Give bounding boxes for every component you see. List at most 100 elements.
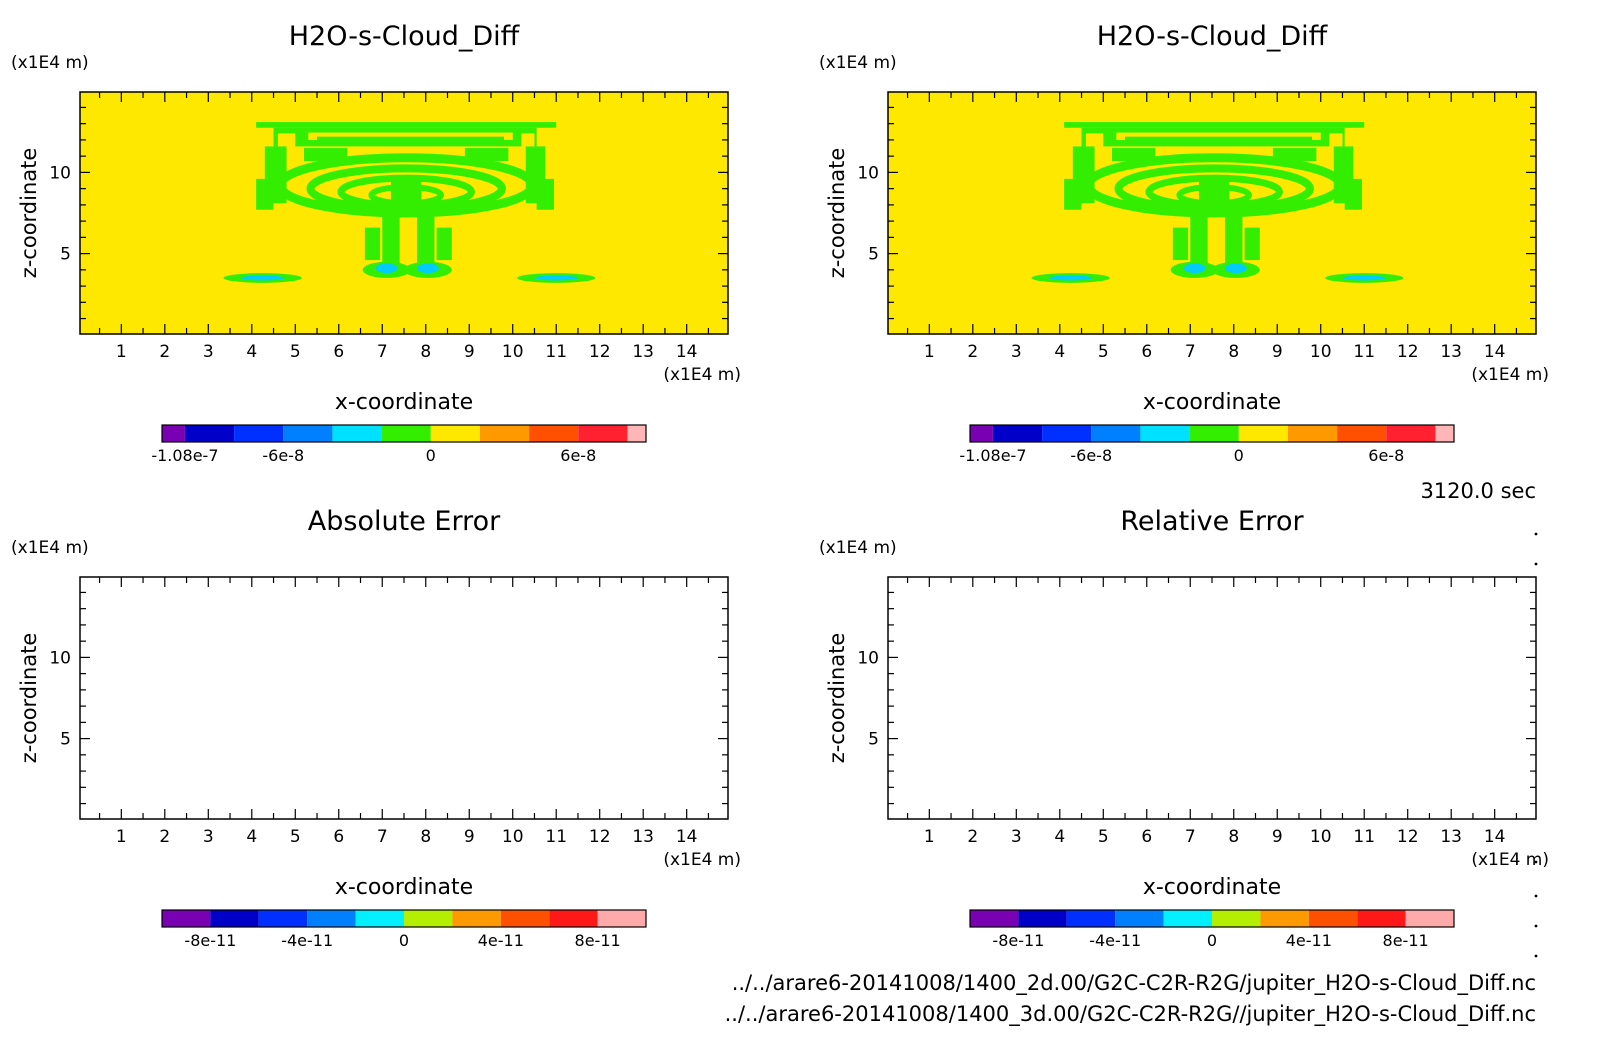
- x-tick-label: 5: [290, 827, 301, 847]
- y-tick-label: 5: [868, 245, 879, 265]
- colorbar-swatch: [970, 425, 993, 442]
- x-tick-label: 8: [1228, 342, 1239, 362]
- colorbar-swatch: [992, 425, 1043, 442]
- x-tick-label: 10: [502, 827, 524, 847]
- colorbar-swatch: [162, 425, 185, 442]
- y-axis-label: z-coordinate: [825, 148, 849, 279]
- x-axis-label: x-coordinate: [1143, 875, 1281, 900]
- x-tick-label: 5: [1098, 827, 1109, 847]
- x-tick-label: 11: [1353, 827, 1375, 847]
- x-tick-label: 14: [676, 827, 698, 847]
- x-tick-label: 7: [1185, 342, 1196, 362]
- colorbar-swatch: [332, 425, 382, 442]
- cloud-anvil-inner-band: [317, 136, 505, 141]
- colorbar-label: 4e-11: [478, 931, 524, 950]
- x-tick-label: 7: [377, 342, 388, 362]
- colorbar-swatch: [1357, 910, 1406, 927]
- colorbar-swatch: [234, 425, 284, 442]
- x-tick-label: 1: [116, 827, 127, 847]
- colorbar-label: 0: [426, 446, 436, 465]
- colorbar-label: -1.08e-7: [151, 446, 218, 465]
- x-tick-label: 2: [967, 342, 978, 362]
- colorbar-label: 8e-11: [575, 931, 621, 950]
- y-unit-label: (x1E4 m): [819, 53, 897, 73]
- x-tick-label: 12: [589, 342, 611, 362]
- cloud-lobe-right: [1272, 148, 1317, 162]
- colorbar-label: -6e-8: [1070, 446, 1112, 465]
- colorbar-label: 0: [1207, 931, 1217, 950]
- y-tick-label: 10: [857, 648, 879, 668]
- x-tick-label: 9: [464, 827, 475, 847]
- cloud-stem-outer-right: [1244, 227, 1260, 261]
- colorbar-swatch: [1091, 425, 1141, 442]
- y-axis-label: z-coordinate: [17, 148, 41, 279]
- colorbar-swatch: [627, 425, 646, 442]
- colorbar-swatch: [1115, 910, 1164, 927]
- colorbar-swatch: [1386, 425, 1436, 442]
- file-path-line-1: ../../arare6-20141008/1400_2d.00/G2C-C2R…: [732, 971, 1536, 996]
- x-unit-label: (x1E4 m): [1471, 365, 1549, 385]
- x-tick-label: 2: [159, 342, 170, 362]
- x-tick-label: 9: [464, 342, 475, 362]
- colorbar-label: -6e-8: [262, 446, 304, 465]
- colorbar-swatch: [307, 910, 356, 927]
- panel-title: Absolute Error: [308, 506, 501, 537]
- x-tick-label: 9: [1272, 827, 1283, 847]
- colorbar-swatch: [452, 910, 501, 927]
- x-tick-label: 6: [333, 342, 344, 362]
- colorbar-label: 8e-11: [1383, 931, 1429, 950]
- colorbar-label: 4e-11: [1286, 931, 1332, 950]
- colorbar-swatch: [1018, 910, 1067, 927]
- panel-title: Relative Error: [1120, 506, 1304, 537]
- cloud-low-right-core: [534, 275, 578, 281]
- colorbar-label: 6e-8: [1368, 446, 1404, 465]
- colorbar-swatch: [381, 425, 431, 442]
- colorbar-swatch: [1287, 425, 1338, 442]
- y-tick-label: 5: [868, 730, 879, 750]
- colorbar-swatch: [500, 910, 550, 927]
- x-tick-label: 12: [589, 827, 611, 847]
- x-tick-label: 7: [377, 827, 388, 847]
- colorbar-swatch: [430, 425, 480, 442]
- cloud-anvil-top: [256, 122, 557, 128]
- cloud-column-left-outer: [256, 178, 274, 210]
- x-tick-label: 11: [1353, 342, 1375, 362]
- colorbar-frame: [161, 909, 647, 928]
- cloud-lobe-left: [303, 148, 348, 162]
- colorbar-swatch: [355, 910, 404, 927]
- cloud-head-ring-1: [275, 153, 537, 218]
- panel-title: H2O-s-Cloud_Diff: [1097, 21, 1329, 52]
- cloud-stem-left: [1190, 200, 1208, 264]
- cloud-column-left-outer: [1064, 178, 1082, 210]
- colorbar-swatch: [404, 910, 453, 927]
- x-tick-label: 10: [1310, 827, 1332, 847]
- cloud-anvil-top: [1064, 122, 1365, 128]
- colorbar-swatch: [1042, 425, 1092, 442]
- colorbar-swatch: [1308, 910, 1358, 927]
- cloud-base-accent-left: [375, 263, 398, 274]
- cloud-base-accent-left: [1183, 263, 1206, 274]
- file-path-line-2: ../../arare6-20141008/1400_3d.00/G2C-C2R…: [725, 1002, 1536, 1027]
- x-tick-label: 13: [1440, 827, 1462, 847]
- y-tick-label: 5: [60, 245, 71, 265]
- cloud-head-core: [390, 175, 422, 202]
- colorbar-swatch: [479, 425, 530, 442]
- x-tick-label: 14: [1484, 342, 1506, 362]
- colorbar-label: 0: [1234, 446, 1244, 465]
- cloud-head-core: [1198, 175, 1230, 202]
- x-axis-label: x-coordinate: [335, 390, 473, 415]
- cloud-stem-outer-left: [364, 227, 381, 261]
- colorbar-swatch: [529, 425, 579, 442]
- x-tick-label: 10: [502, 342, 524, 362]
- colorbar-label: -1.08e-7: [959, 446, 1026, 465]
- x-unit-label: (x1E4 m): [663, 850, 741, 870]
- field-background: [888, 577, 1536, 819]
- x-tick-label: 8: [420, 342, 431, 362]
- x-tick-label: 7: [1185, 827, 1196, 847]
- margin-dot: [1534, 860, 1538, 864]
- colorbar-swatch: [1212, 910, 1261, 927]
- colorbar-swatch: [1189, 425, 1239, 442]
- cloud-lobe-left: [1111, 148, 1156, 162]
- x-tick-label: 4: [246, 342, 257, 362]
